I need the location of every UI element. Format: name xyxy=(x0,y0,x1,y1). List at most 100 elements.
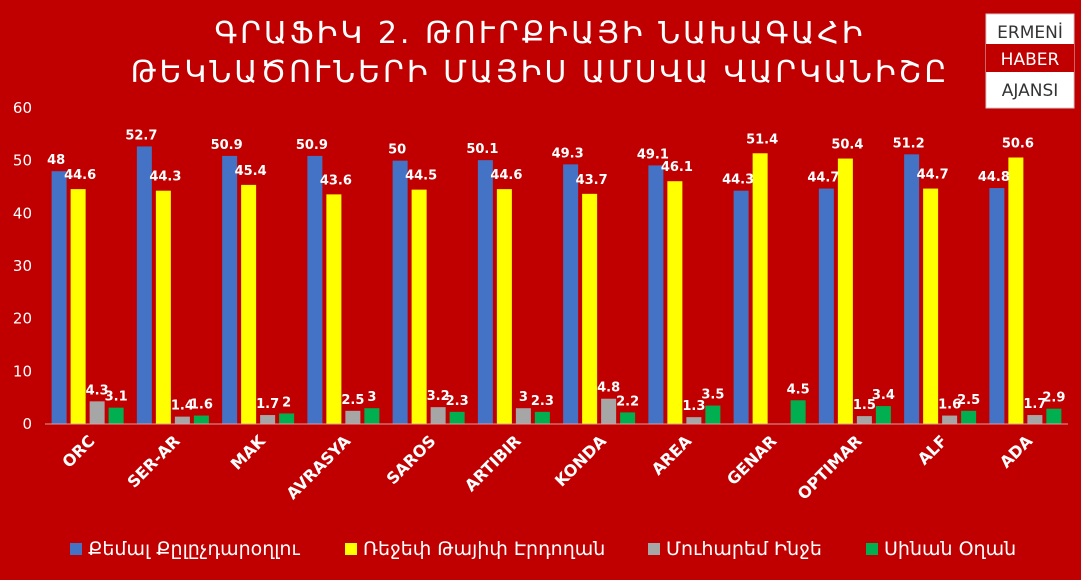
y-tick-label: 50 xyxy=(13,152,32,170)
y-tick-label: 0 xyxy=(22,415,32,433)
data-label: 44.8 xyxy=(978,170,1010,185)
legend-label-4: Սինան Օղան xyxy=(884,538,1016,560)
bar-area-series-2 xyxy=(667,181,683,424)
data-label: 4.3 xyxy=(86,383,109,398)
data-label: 50.9 xyxy=(211,138,243,153)
y-axis: 0 10 20 30 40 50 60 xyxy=(13,99,32,433)
bar-orc-series-1 xyxy=(51,171,67,424)
bar-area-series-3 xyxy=(686,417,702,424)
chart-title-line-2: ԹԵԿՆԱԾՈՒՆԵՐԻ ՄԱՅԻՍ ԱՄՍՎԱ ՎԱՐԿԱՆԻՇԸ xyxy=(131,55,950,90)
bar-mak-series-1 xyxy=(222,155,238,424)
data-label: 50 xyxy=(388,143,406,158)
bar-konda-series-1 xyxy=(563,164,579,424)
bar-ada-series-1 xyxy=(989,188,1005,424)
y-tick-label: 40 xyxy=(13,204,32,222)
data-label: 49.1 xyxy=(637,147,669,162)
bar-artibir-series-1 xyxy=(477,160,493,424)
bar-mak-series-3 xyxy=(260,415,276,424)
data-label: 1.7 xyxy=(256,397,279,412)
data-label: 44.5 xyxy=(405,169,437,184)
bar-ada-series-3 xyxy=(1027,415,1043,424)
data-label: 44.6 xyxy=(490,168,522,183)
bar-alf-series-2 xyxy=(923,188,939,424)
data-label: 48 xyxy=(47,153,65,168)
data-label: 44.6 xyxy=(64,168,96,183)
bar-mak-series-2 xyxy=(241,184,257,424)
legend: Քեմալ Քըլըչդարօղլու Ռեջեփ Թայիփ Էրդողան Մո… xyxy=(70,538,1016,560)
data-label: 2 xyxy=(282,395,291,410)
bar-ada-series-2 xyxy=(1008,157,1024,425)
legend-label-3: Մուհարեմ Ինջե xyxy=(666,538,822,560)
data-label: 3.5 xyxy=(701,388,724,403)
bar-orc-series-2 xyxy=(70,189,86,424)
data-label: 1.4 xyxy=(171,399,194,414)
bar-ada-series-4 xyxy=(1046,408,1062,424)
bar-alf-series-4 xyxy=(961,410,977,424)
legend-swatch-2 xyxy=(345,543,357,555)
data-label: 51.4 xyxy=(746,132,778,147)
bar-artibir-series-3 xyxy=(515,408,531,424)
data-label: 2.3 xyxy=(531,394,554,409)
data-label: 3 xyxy=(519,390,528,405)
data-label: 50.9 xyxy=(296,138,328,153)
data-label: 1.3 xyxy=(682,399,705,414)
data-label: 2.5 xyxy=(341,393,364,408)
data-label: 45.4 xyxy=(235,164,267,179)
data-label: 46.1 xyxy=(661,160,693,175)
data-label: 4.5 xyxy=(787,382,810,397)
data-label: 3.1 xyxy=(105,390,128,405)
data-label: 50.6 xyxy=(1002,137,1034,152)
bar-alf-series-1 xyxy=(904,154,920,424)
data-label: 44.7 xyxy=(807,171,839,186)
y-tick-label: 10 xyxy=(13,362,32,380)
logo-band xyxy=(986,44,1074,72)
logo-text-ajansi: AJANSI xyxy=(1002,81,1059,101)
data-label: 1.7 xyxy=(1023,397,1046,412)
bar-area-series-1 xyxy=(648,165,664,424)
data-label: 52.7 xyxy=(125,128,157,143)
bar-konda-series-3 xyxy=(601,398,617,424)
data-label: 1.6 xyxy=(938,398,961,413)
bar-saros-series-4 xyxy=(449,411,465,424)
bar-ser-ar-series-1 xyxy=(136,146,152,425)
logo: ERMENİ HABER AJANSI xyxy=(985,13,1075,109)
bar-genar-series-2 xyxy=(752,153,768,424)
bar-avrasya-series-1 xyxy=(307,155,323,424)
bar-ser-ar-series-4 xyxy=(193,415,209,424)
chart-title-line-1: ԳՐԱՖԻԿ 2. ԹՈՒՐՔԻԱՅԻ ՆԱԽԱԳԱՀԻ xyxy=(215,16,866,51)
bar-avrasya-series-2 xyxy=(326,194,342,424)
legend-swatch-4 xyxy=(866,543,878,555)
legend-label-1: Քեմալ Քըլըչդարօղլու xyxy=(88,538,300,560)
data-label: 2.2 xyxy=(616,394,639,409)
data-label: 3.2 xyxy=(427,389,450,404)
data-label: 2.5 xyxy=(957,393,980,408)
data-label: 44.3 xyxy=(722,173,754,188)
bar-konda-series-4 xyxy=(620,412,636,424)
data-label: 4.8 xyxy=(597,381,620,396)
bar-genar-series-4 xyxy=(790,400,806,424)
bar-optimar-series-4 xyxy=(875,406,891,424)
bar-genar-series-1 xyxy=(733,190,749,424)
data-label: 2.3 xyxy=(446,394,469,409)
bar-orc-series-4 xyxy=(108,407,124,424)
bar-ser-ar-series-3 xyxy=(174,416,190,424)
bar-avrasya-series-3 xyxy=(345,410,361,424)
data-label: 3 xyxy=(367,390,376,405)
bar-artibir-series-2 xyxy=(496,189,512,424)
data-label: 44.7 xyxy=(917,168,949,183)
bar-avrasya-series-4 xyxy=(364,408,380,424)
bar-ser-ar-series-2 xyxy=(155,190,171,424)
bar-saros-series-2 xyxy=(411,189,427,424)
y-tick-label: 30 xyxy=(13,257,32,275)
legend-swatch-1 xyxy=(70,543,82,555)
data-label: 2.9 xyxy=(1042,391,1065,406)
logo-text-haber: HABER xyxy=(1001,50,1060,70)
bar-konda-series-2 xyxy=(582,193,598,424)
bar-saros-series-1 xyxy=(392,160,408,424)
data-label: 44.3 xyxy=(149,170,181,185)
y-tick-label: 20 xyxy=(13,310,32,328)
bar-optimar-series-2 xyxy=(837,158,853,424)
